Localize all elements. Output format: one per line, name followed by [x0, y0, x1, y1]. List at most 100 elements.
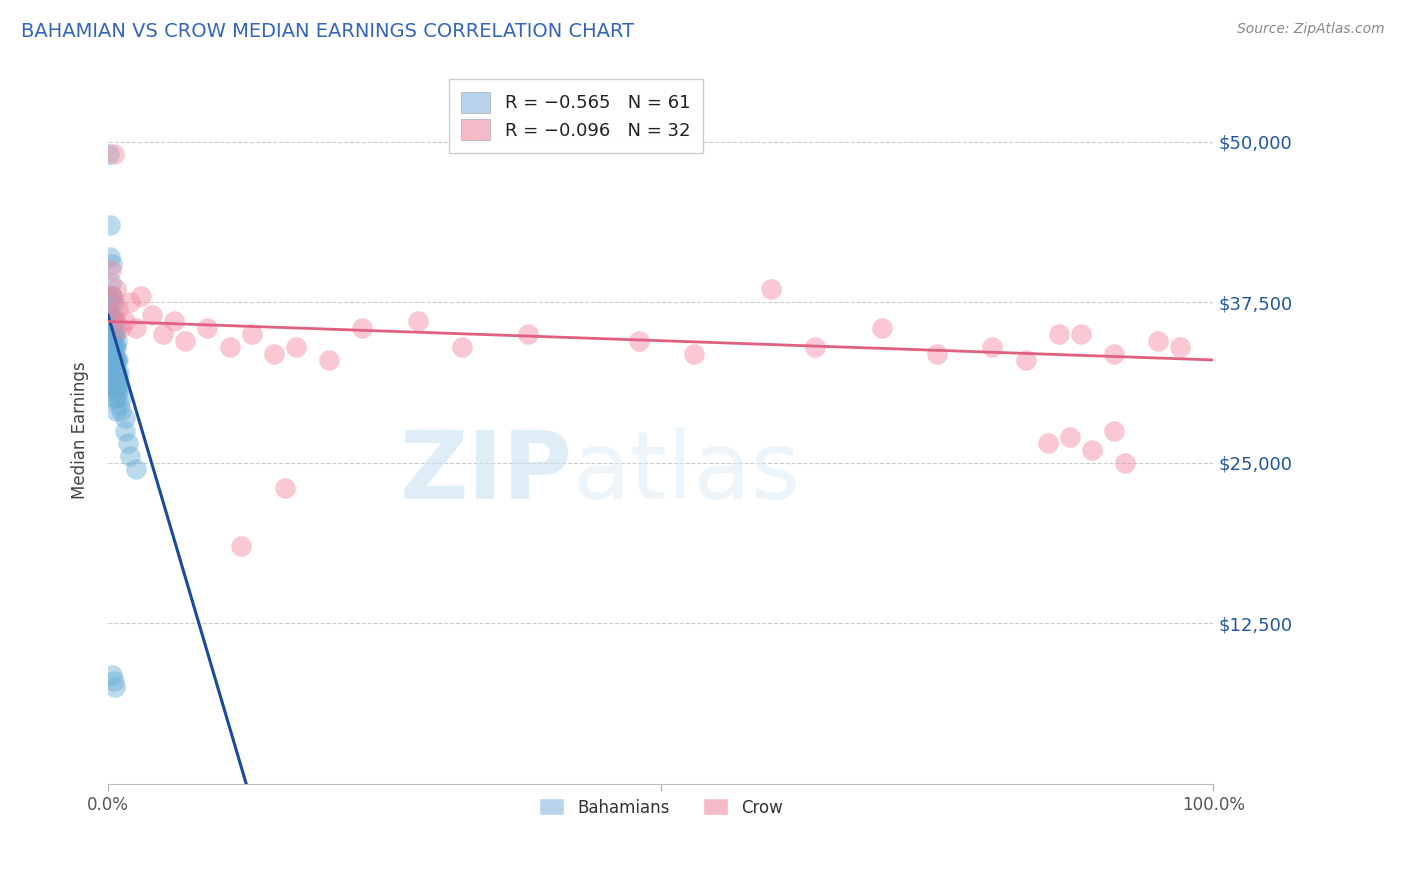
Point [100, 334, 122, 348]
Point [1047, 327, 1070, 342]
Point [761, 282, 783, 296]
Point [120, 295, 142, 310]
Point [129, 289, 152, 303]
Point [104, 681, 127, 695]
Point [108, 366, 131, 380]
Point [517, 327, 540, 342]
Point [104, 392, 127, 406]
Point [1147, 334, 1170, 348]
Point [100, 308, 122, 322]
Point [107, 385, 129, 400]
Point [104, 353, 127, 368]
Point [100, 263, 122, 277]
Point [104, 366, 127, 380]
Point [114, 424, 136, 438]
Point [804, 340, 827, 354]
Point [1081, 442, 1104, 457]
Point [101, 289, 124, 303]
Y-axis label: Median Earnings: Median Earnings [72, 362, 89, 500]
Point [229, 539, 252, 553]
Point [263, 346, 285, 360]
Point [105, 334, 128, 348]
Point [103, 378, 125, 392]
Point [103, 308, 125, 322]
Point [104, 282, 127, 296]
Point [101, 366, 124, 380]
Point [104, 366, 127, 380]
Point [101, 340, 124, 354]
Point [174, 334, 197, 348]
Point [104, 327, 127, 342]
Point [406, 314, 429, 328]
Point [101, 289, 124, 303]
Point [103, 673, 125, 688]
Point [101, 257, 124, 271]
Point [627, 334, 650, 348]
Point [101, 327, 124, 342]
Point [450, 340, 472, 354]
Point [240, 327, 263, 342]
Point [1168, 340, 1191, 354]
Point [98, 147, 121, 161]
Point [104, 340, 127, 354]
Point [103, 314, 125, 328]
Point [101, 667, 124, 681]
Point [107, 301, 129, 316]
Point [104, 392, 127, 406]
Point [104, 314, 127, 328]
Point [1059, 430, 1081, 444]
Point [104, 340, 127, 354]
Point [100, 289, 122, 303]
Point [163, 314, 186, 328]
Point [101, 308, 124, 322]
Point [100, 314, 122, 328]
Point [110, 392, 132, 406]
Point [1014, 353, 1036, 368]
Point [104, 321, 127, 335]
Point [117, 436, 139, 450]
Point [1102, 346, 1125, 360]
Point [284, 340, 307, 354]
Point [98, 250, 121, 264]
Text: BAHAMIAN VS CROW MEDIAN EARNINGS CORRELATION CHART: BAHAMIAN VS CROW MEDIAN EARNINGS CORRELA… [21, 22, 634, 41]
Point [100, 346, 122, 360]
Point [108, 398, 131, 412]
Point [100, 276, 122, 290]
Point [124, 321, 146, 335]
Point [101, 353, 124, 368]
Point [105, 378, 128, 392]
Point [104, 404, 127, 418]
Point [104, 378, 127, 392]
Text: atlas: atlas [572, 427, 800, 519]
Text: Source: ZipAtlas.com: Source: ZipAtlas.com [1237, 22, 1385, 37]
Point [103, 327, 125, 342]
Point [1070, 327, 1092, 342]
Point [110, 321, 132, 335]
Point [110, 404, 132, 418]
Point [114, 314, 136, 328]
Point [108, 378, 131, 392]
Point [100, 295, 122, 310]
Point [683, 346, 706, 360]
Point [124, 462, 146, 476]
Point [318, 353, 340, 368]
Point [98, 218, 121, 232]
Point [101, 372, 124, 386]
Point [1102, 424, 1125, 438]
Point [103, 353, 125, 368]
Point [103, 385, 125, 400]
Point [927, 346, 949, 360]
Point [107, 353, 129, 368]
Point [104, 353, 127, 368]
Point [103, 340, 125, 354]
Point [274, 482, 297, 496]
Point [981, 340, 1004, 354]
Point [105, 366, 128, 380]
Point [107, 372, 129, 386]
Point [120, 450, 142, 464]
Point [114, 410, 136, 425]
Point [104, 378, 127, 392]
Text: ZIP: ZIP [399, 427, 572, 519]
Legend: Bahamians, Crow: Bahamians, Crow [530, 790, 792, 825]
Point [1114, 456, 1136, 470]
